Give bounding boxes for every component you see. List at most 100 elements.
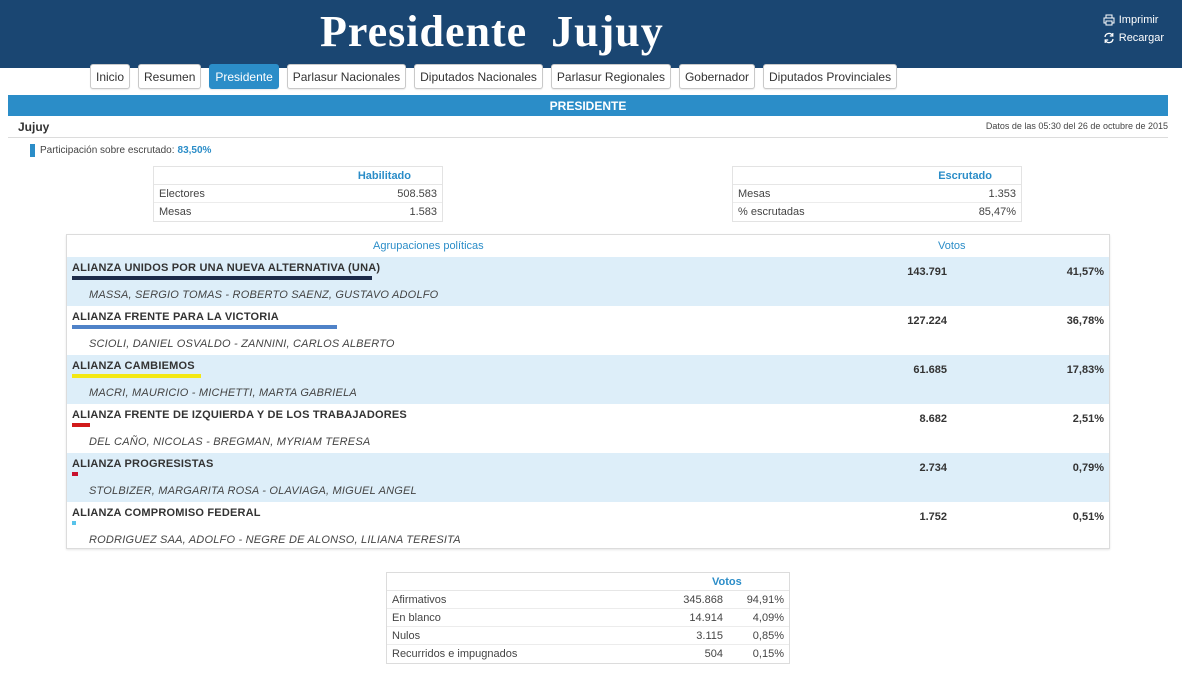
party-percent: 2,51% bbox=[1072, 413, 1104, 425]
divider bbox=[8, 137, 1168, 138]
party-candidates: MACRI, MAURICIO - MICHETTI, MARTA GABRIE… bbox=[89, 387, 357, 399]
summary-title: Votos bbox=[712, 576, 742, 588]
party-table-header: Agrupaciones políticas Votos bbox=[67, 235, 1109, 257]
table-row: % escrutadas 85,47% bbox=[733, 203, 1021, 221]
summary-percent: 4,09% bbox=[752, 612, 784, 624]
party-row: ALIANZA COMPROMISO FEDERAL RODRIGUEZ SAA,… bbox=[67, 502, 1109, 551]
tab-presidente[interactable]: Presidente bbox=[209, 64, 279, 89]
tab-diputados-provinciales[interactable]: Diputados Provinciales bbox=[763, 64, 898, 89]
page-title: Presidente Jujuy bbox=[320, 7, 664, 56]
party-candidates: RODRIGUEZ SAA, ADOLFO - NEGRE DE ALONSO,… bbox=[89, 534, 461, 546]
party-row: ALIANZA PROGRESISTAS STOLBIZER, MARGARITA… bbox=[67, 453, 1109, 502]
party-name: ALIANZA UNIDOS POR UNA NUEVA ALTERNATIVA… bbox=[72, 262, 381, 274]
summary-label: Recurridos e impugnados bbox=[392, 648, 518, 660]
party-votes: 2.734 bbox=[919, 462, 947, 474]
summary-percent: 0,85% bbox=[752, 630, 784, 642]
row-label: Mesas bbox=[738, 187, 771, 200]
party-name: ALIANZA FRENTE PARA LA VICTORIA bbox=[72, 311, 279, 323]
tab-resumen[interactable]: Resumen bbox=[138, 64, 202, 89]
update-timestamp: Datos de las 05:30 del 26 de octubre de … bbox=[985, 121, 1168, 131]
tab-bar: Inicio Resumen Presidente Parlasur Nacio… bbox=[90, 64, 898, 89]
col-header-parties: Agrupaciones políticas bbox=[373, 240, 484, 252]
reload-label: Recargar bbox=[1118, 32, 1164, 44]
party-votes: 61.685 bbox=[913, 364, 947, 376]
party-candidates: MASSA, SERGIO TOMAS - ROBERTO SAENZ, GUS… bbox=[89, 289, 439, 301]
party-name: ALIANZA FRENTE DE IZQUIERDA Y DE LOS TRA… bbox=[72, 409, 407, 421]
summary-label: Afirmativos bbox=[392, 594, 447, 606]
region-name: Jujuy bbox=[18, 120, 50, 134]
summary-row: Afirmativos 345.868 94,91% bbox=[387, 591, 789, 609]
party-candidates: SCIOLI, DANIEL OSVALDO - ZANNINI, CARLOS… bbox=[89, 338, 395, 350]
row-label: Electores bbox=[159, 187, 205, 200]
escrutado-title: Escrutado bbox=[733, 167, 1021, 185]
summary-row: En blanco 14.914 4,09% bbox=[387, 609, 789, 627]
row-label: Mesas bbox=[159, 206, 192, 218]
table-row: Electores 508.583 bbox=[154, 185, 442, 203]
party-name: ALIANZA CAMBIEMOS bbox=[72, 360, 195, 372]
row-label: % escrutadas bbox=[738, 206, 805, 218]
party-candidates: STOLBIZER, MARGARITA ROSA - OLAVIAGA, MI… bbox=[89, 485, 417, 497]
party-row: ALIANZA FRENTE PARA LA VICTORIA SCIOLI, D… bbox=[67, 306, 1109, 355]
party-percent: 0,51% bbox=[1072, 511, 1104, 523]
party-color-bar bbox=[72, 472, 78, 476]
summary-votes: 14.914 bbox=[689, 612, 723, 624]
tab-gobernador[interactable]: Gobernador bbox=[678, 64, 755, 89]
party-percent: 0,79% bbox=[1072, 462, 1104, 474]
summary-votes: 3.115 bbox=[696, 630, 723, 642]
header-actions: Imprimir Recargar bbox=[1103, 11, 1164, 47]
tab-inicio[interactable]: Inicio bbox=[90, 64, 131, 89]
escrutado-table: Escrutado Mesas 1.353 % escrutadas 85,47… bbox=[732, 166, 1022, 222]
party-candidates: DEL CAÑO, NICOLAS - BREGMAN, MYRIAM TERE… bbox=[89, 436, 371, 448]
party-color-bar bbox=[72, 423, 90, 427]
print-button[interactable]: Imprimir bbox=[1103, 11, 1164, 29]
table-row: Mesas 1.353 bbox=[733, 185, 1021, 203]
summary-label: Nulos bbox=[392, 630, 421, 642]
row-value: 85,47% bbox=[978, 206, 1016, 218]
section-title: PRESIDENTE bbox=[8, 95, 1168, 116]
summary-label: En blanco bbox=[392, 612, 441, 624]
row-value: 1.353 bbox=[988, 187, 1016, 200]
tab-diputados-nacionales[interactable]: Diputados Nacionales bbox=[414, 64, 543, 89]
summary-rows: Afirmativos 345.868 94,91% En blanco 14.914 4… bbox=[387, 591, 789, 663]
party-percent: 36,78% bbox=[1066, 315, 1104, 327]
participation-value: 83,50% bbox=[177, 145, 212, 156]
participation-info: Participación sobre escrutado: 83,50% bbox=[30, 144, 211, 157]
party-results-table: Agrupaciones políticas Votos ALIANZA UNI… bbox=[66, 234, 1110, 549]
summary-row: Recurridos e impugnados 504 0,15% bbox=[387, 645, 789, 663]
print-label: Imprimir bbox=[1118, 14, 1159, 26]
table-row: Mesas 1.583 bbox=[154, 203, 442, 221]
habilitado-title: Habilitado bbox=[154, 167, 442, 185]
summary-percent: 0,15% bbox=[752, 648, 784, 660]
party-row: ALIANZA FRENTE DE IZQUIERDA Y DE LOS TRA… bbox=[67, 404, 1109, 453]
col-header-votes: Votos bbox=[938, 240, 966, 252]
habilitado-table: Habilitado Electores 508.583 Mesas 1.583 bbox=[153, 166, 443, 222]
party-percent: 41,57% bbox=[1066, 266, 1104, 278]
party-name: ALIANZA COMPROMISO FEDERAL bbox=[72, 507, 261, 519]
summary-percent: 94,91% bbox=[746, 594, 784, 606]
participation-marker bbox=[30, 144, 35, 157]
party-color-bar bbox=[72, 276, 372, 280]
party-color-bar bbox=[72, 374, 201, 378]
party-votes: 127.224 bbox=[907, 315, 947, 327]
party-row: ALIANZA CAMBIEMOS MACRI, MAURICIO - MICHE… bbox=[67, 355, 1109, 404]
header-banner: Presidente Jujuy Imprimir Recargar bbox=[0, 0, 1182, 68]
party-percent: 17,83% bbox=[1066, 364, 1104, 376]
printer-icon bbox=[1103, 14, 1115, 26]
tab-parlasur-regionales[interactable]: Parlasur Regionales bbox=[550, 64, 671, 89]
votes-summary-table: Votos Afirmativos 345.868 94,91% En blanco 1… bbox=[386, 572, 790, 664]
participation-label: Participación sobre escrutado: bbox=[40, 145, 175, 156]
summary-row: Nulos 3.115 0,85% bbox=[387, 627, 789, 645]
summary-header: Votos bbox=[387, 573, 789, 591]
reload-button[interactable]: Recargar bbox=[1103, 29, 1164, 47]
party-row: ALIANZA UNIDOS POR UNA NUEVA ALTERNATIVA… bbox=[67, 257, 1109, 306]
party-votes: 8.682 bbox=[919, 413, 947, 425]
row-value: 508.583 bbox=[397, 187, 437, 200]
summary-votes: 345.868 bbox=[683, 594, 723, 606]
tab-parlasur-nacionales[interactable]: Parlasur Nacionales bbox=[286, 64, 407, 89]
party-votes: 1.752 bbox=[919, 511, 947, 523]
party-votes: 143.791 bbox=[907, 266, 947, 278]
row-value: 1.583 bbox=[409, 206, 437, 218]
refresh-icon bbox=[1104, 32, 1114, 44]
party-color-bar bbox=[72, 325, 337, 329]
party-color-bar bbox=[72, 521, 76, 525]
